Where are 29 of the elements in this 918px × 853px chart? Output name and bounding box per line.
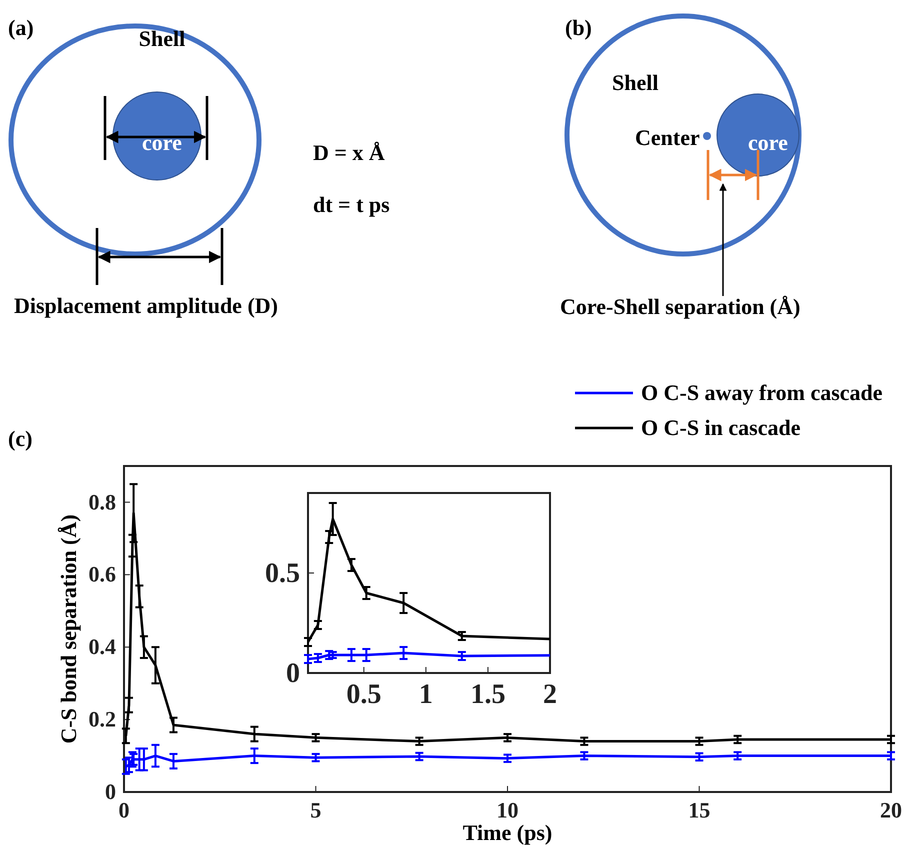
x-tick-label: 1 bbox=[418, 678, 433, 710]
y-tick-label: 0.8 bbox=[88, 489, 116, 514]
x-tick-label: 20 bbox=[880, 798, 902, 823]
legend-label: O C-S in cascade bbox=[641, 415, 801, 440]
y-tick-label: 0 bbox=[105, 779, 116, 804]
text: D = x Å bbox=[313, 140, 385, 165]
x-tick-label: 15 bbox=[688, 798, 710, 823]
y-tick-label: 0.2 bbox=[88, 706, 116, 732]
x-tick-label: 0.5 bbox=[346, 678, 382, 710]
y-axis-title: C-S bond separation (Å) bbox=[56, 514, 81, 744]
text: Shell bbox=[138, 26, 186, 51]
text: dt = t ps bbox=[313, 192, 390, 217]
x-tick-label: 5 bbox=[310, 798, 322, 823]
chart-title: (c) bbox=[8, 426, 32, 451]
legend-label: O C-S away from cascade bbox=[641, 380, 883, 405]
x-tick-label: 2 bbox=[543, 678, 557, 710]
x-axis-title: Time (ps) bbox=[462, 820, 552, 845]
text: Center bbox=[635, 125, 700, 150]
text: Core-Shell separation (Å) bbox=[560, 294, 800, 319]
x-tick-label: 1.5 bbox=[470, 678, 506, 710]
text: core bbox=[142, 130, 182, 155]
text: (a) bbox=[8, 15, 34, 40]
text: Shell bbox=[612, 70, 658, 95]
y-tick-label: 0.4 bbox=[88, 634, 116, 660]
x-tick-label: 10 bbox=[496, 798, 518, 823]
text: Displacement amplitude (D) bbox=[14, 293, 278, 318]
text: core bbox=[748, 130, 788, 155]
y-tick-label: 0.6 bbox=[88, 562, 116, 587]
text: (b) bbox=[565, 15, 592, 40]
